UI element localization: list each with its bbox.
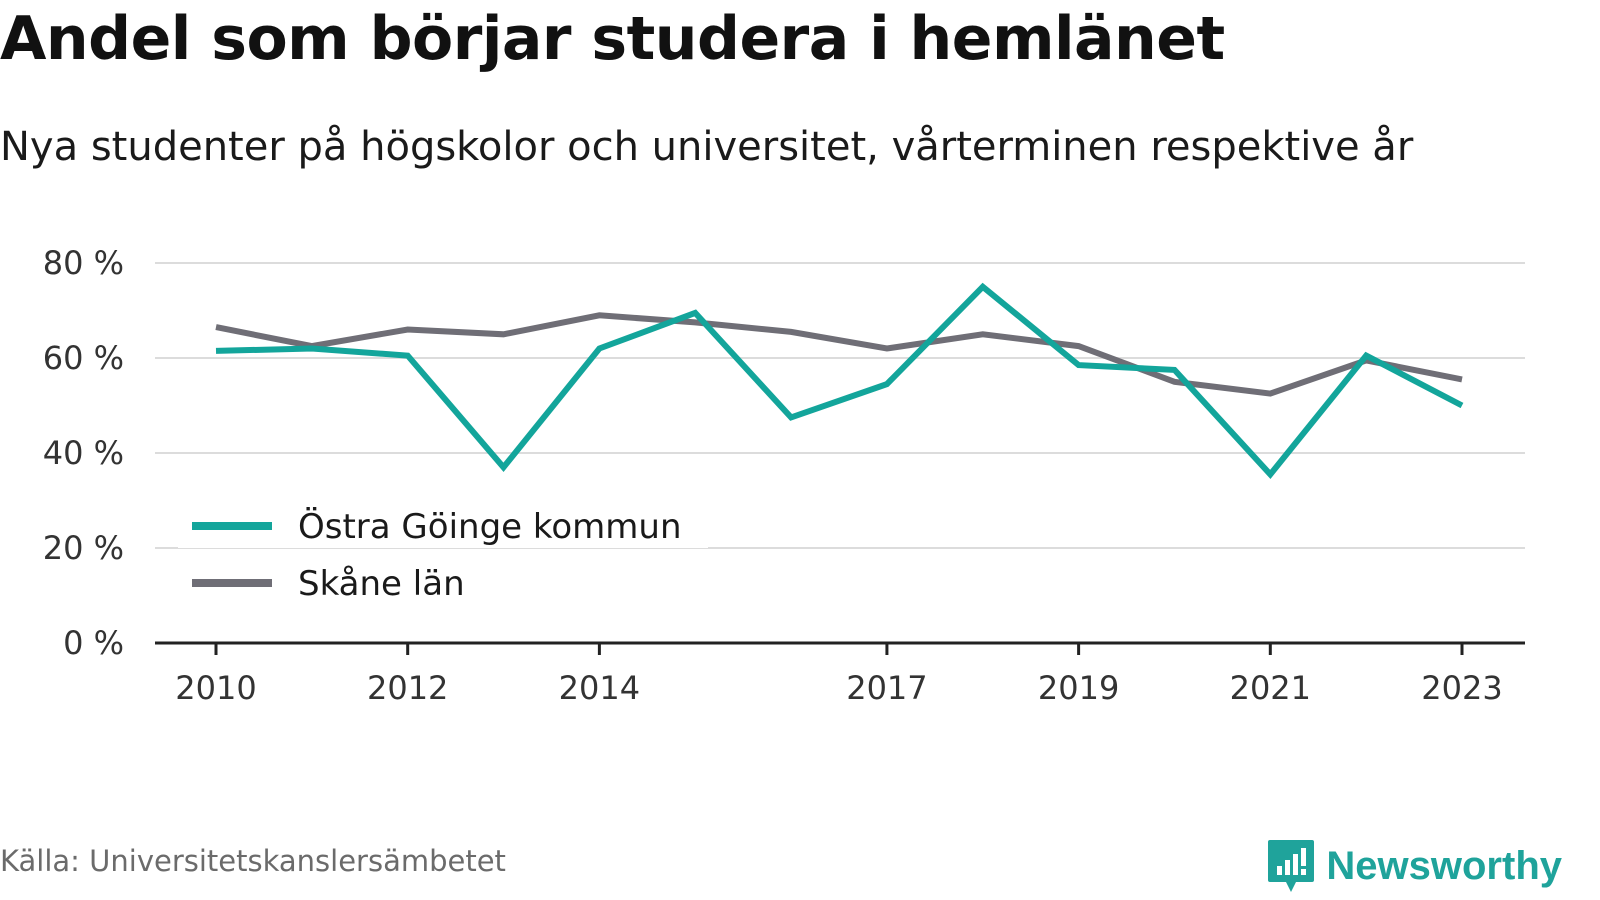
y-tick-label: 60 % [43, 339, 124, 377]
chart-title: Andel som börjar studera i hemlänet [0, 4, 1225, 74]
series-line [215, 282, 1464, 479]
chart-subtitle: Nya studenter på högskolor och universit… [0, 124, 1414, 170]
legend-label: Östra Göinge kommun [298, 506, 682, 547]
x-tick-label: 2021 [1230, 669, 1311, 707]
y-tick-label: 40 % [43, 434, 124, 472]
x-tick-label: 2014 [559, 669, 640, 707]
x-tick-label: 2023 [1421, 669, 1502, 707]
x-tick-label: 2010 [175, 669, 256, 707]
x-tick-label: 2012 [367, 669, 448, 707]
y-axis-ticks: 0 % 20 % 40 % 60 % 80 % [43, 244, 124, 662]
x-tick-label: 2017 [846, 669, 927, 707]
y-tick-label: 80 % [43, 244, 124, 282]
brand-logo: Newsworthy [1266, 838, 1562, 894]
source-note: Källa: Universitetskanslersämbetet [0, 844, 506, 878]
x-axis-ticks: 2010 2012 2014 2017 2019 2021 2023 [175, 643, 1503, 707]
newsworthy-logo-icon [1268, 840, 1315, 892]
y-tick-label: 20 % [43, 529, 124, 567]
line-chart: 0 % 20 % 40 % 60 % 80 % 2010 2012 2014 2017 2019… [43, 244, 1525, 707]
legend-label: Skåne län [298, 564, 465, 604]
brand-name: Newsworthy [1326, 843, 1562, 888]
y-tick-label: 0 % [63, 624, 124, 662]
x-tick-label: 2019 [1038, 669, 1119, 707]
series-line [215, 312, 1463, 397]
series-lines [215, 282, 1464, 479]
legend: Östra Göinge kommun Skåne län [178, 500, 708, 604]
